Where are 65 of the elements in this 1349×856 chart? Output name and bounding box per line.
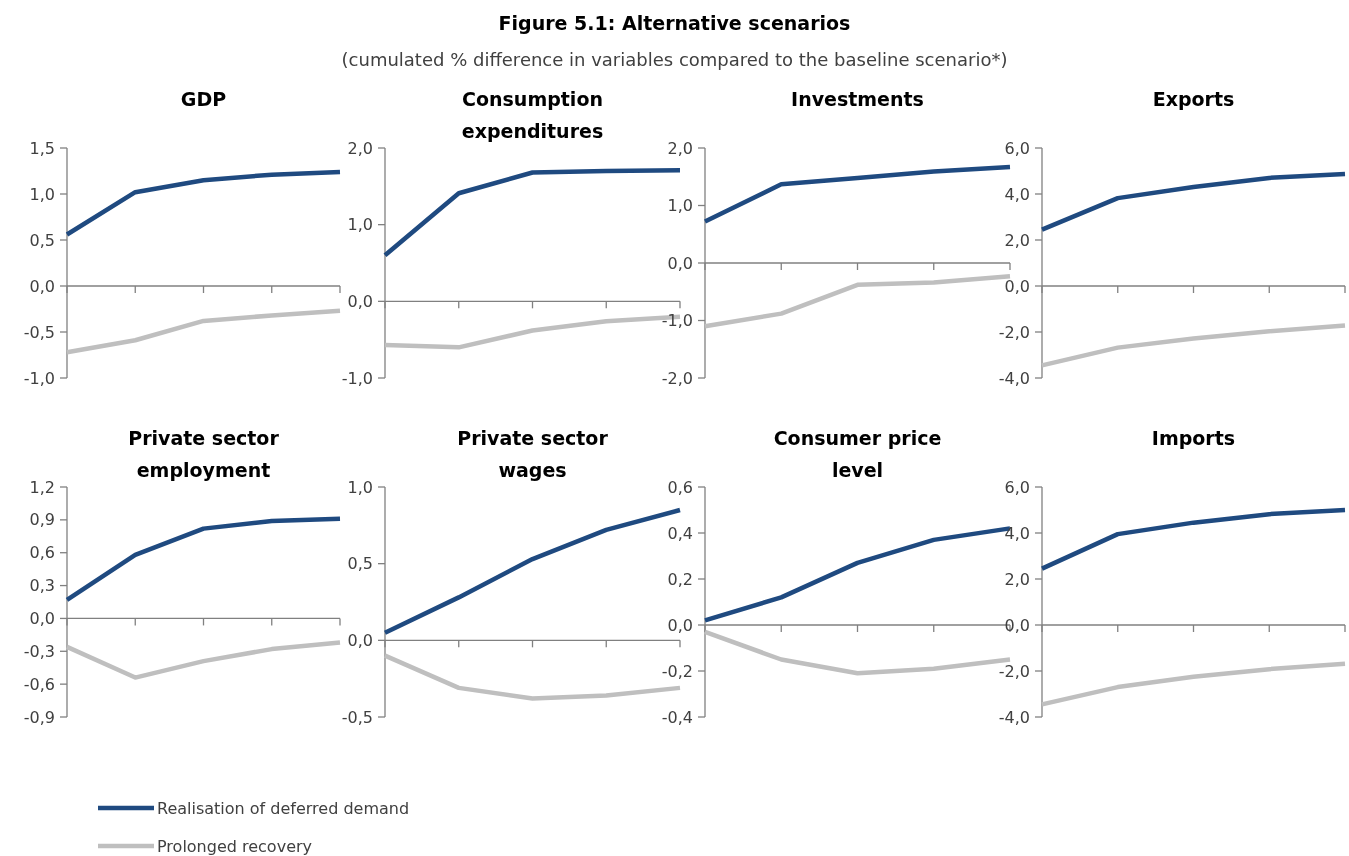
y-tick-label: -2,0 <box>998 322 1030 342</box>
chart-title: Exports <box>1152 88 1235 110</box>
y-tick-label: -0,3 <box>23 641 55 661</box>
legend-label: Prolonged recovery <box>157 836 313 856</box>
y-tick-label: 0,4 <box>667 523 693 543</box>
y-tick-label: 4,0 <box>1004 184 1030 204</box>
y-tick-label: 0,3 <box>29 576 55 596</box>
chart-title: Consumer price level <box>773 427 942 481</box>
y-tick-label: 1,0 <box>347 215 373 235</box>
y-tick-label: -0,6 <box>23 674 55 694</box>
y-tick-label: 0,0 <box>29 609 55 629</box>
y-tick-label: 2,0 <box>667 138 693 158</box>
line-series <box>64 516 343 603</box>
line-series <box>64 308 343 355</box>
y-tick-label: 1,0 <box>667 196 693 216</box>
legend-label: Realisation of deferred demand <box>157 798 410 818</box>
line-series <box>1039 323 1348 368</box>
y-tick-label: -0,9 <box>23 707 55 727</box>
y-tick-label: 6,0 <box>1004 138 1030 158</box>
y-tick-label: -4,0 <box>998 368 1030 388</box>
y-tick-label: 2,0 <box>1004 230 1030 250</box>
y-tick-label: 2,0 <box>1004 569 1030 589</box>
y-tick-label: 0,5 <box>29 230 55 250</box>
y-tick-label: 0,6 <box>29 543 55 563</box>
line-series <box>1039 507 1348 571</box>
chart-title: GDP <box>180 88 227 110</box>
chart-title: Investments <box>791 88 924 110</box>
y-tick-label: 0,9 <box>29 510 55 530</box>
y-tick-label: 1,5 <box>29 138 55 158</box>
y-tick-label: -0,2 <box>661 661 693 681</box>
y-tick-label: 1,0 <box>29 184 55 204</box>
chart-title: Private sector employment <box>128 427 280 481</box>
text: (cumulated % difference in variables compared to the baseline scenario*) <box>341 49 1008 70</box>
chart-title: Private sector wages <box>457 427 609 481</box>
y-tick-label: 2,0 <box>347 138 373 158</box>
line-series <box>64 169 343 237</box>
y-tick-label: 1,0 <box>347 477 373 497</box>
y-tick-label: -4,0 <box>998 707 1030 727</box>
y-tick-label: 0,5 <box>347 554 373 574</box>
y-tick-label: -2,0 <box>998 661 1030 681</box>
y-tick-label: 0,0 <box>1004 615 1030 635</box>
y-tick-label: -0,5 <box>341 707 373 727</box>
y-tick-label: 0,0 <box>1004 276 1030 296</box>
y-tick-label: 0,0 <box>667 253 693 273</box>
y-tick-label: 0,0 <box>29 276 55 296</box>
y-tick-label: 0,0 <box>347 630 373 650</box>
y-tick-label: 0,6 <box>667 477 693 497</box>
chart-title: Imports <box>1151 427 1236 449</box>
caption: Figure 5.1: Alternative scenarios <box>498 12 851 34</box>
y-tick-label: 1,2 <box>29 477 55 497</box>
y-tick-label: -1,0 <box>23 368 55 388</box>
y-tick-label: -0,4 <box>661 707 693 727</box>
y-tick-label: -2,0 <box>661 368 693 388</box>
y-tick-label: 0,0 <box>347 291 373 311</box>
line-series <box>1039 661 1348 707</box>
line-series <box>64 640 343 680</box>
y-tick-label: -0,5 <box>23 322 55 342</box>
y-tick-label: 6,0 <box>1004 477 1030 497</box>
y-tick-label: -1,0 <box>661 311 693 331</box>
y-tick-label: 0,2 <box>667 569 693 589</box>
y-tick-label: 4,0 <box>1004 523 1030 543</box>
line-series <box>1039 171 1348 232</box>
y-tick-label: 0,0 <box>667 615 693 635</box>
y-tick-label: -1,0 <box>341 368 373 388</box>
chart-title: Consumption expenditures <box>461 88 604 142</box>
